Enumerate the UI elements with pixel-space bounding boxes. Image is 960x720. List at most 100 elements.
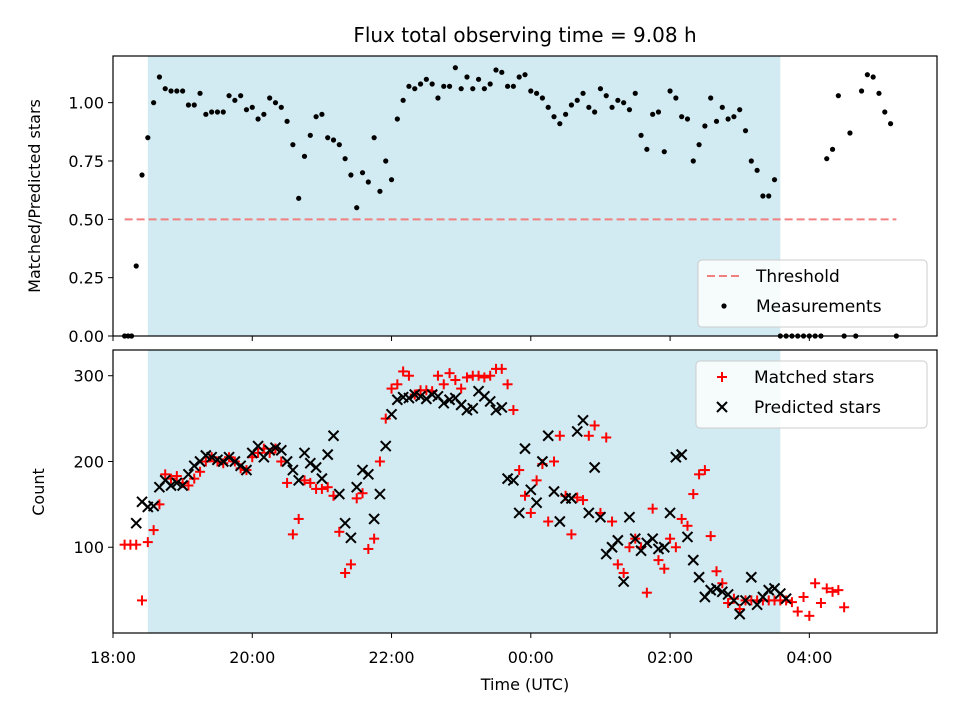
cross-stroke-b <box>646 532 659 545</box>
measurement-point <box>470 86 476 92</box>
matched-star-point <box>299 475 310 486</box>
predicted-star-point <box>594 511 607 523</box>
predicted-star-point <box>403 392 415 404</box>
cross-stroke-b <box>635 544 647 557</box>
matched-star-point <box>189 473 200 484</box>
predicted-star-point <box>229 455 241 468</box>
cross-stroke-b <box>536 455 549 468</box>
measurement-point <box>145 135 151 141</box>
measurement-point <box>359 170 366 176</box>
cross-stroke-b <box>577 414 589 427</box>
predicted-star-point <box>467 402 479 415</box>
predicted-star-point <box>536 455 549 468</box>
predicted-star-point <box>176 479 189 492</box>
measurement-point <box>603 93 609 99</box>
cross-stroke-b <box>768 582 781 595</box>
predicted-star-point <box>507 474 520 487</box>
x-tick-label: 00:00 <box>508 648 554 667</box>
predicted-star-point <box>571 425 583 438</box>
matched-star-point <box>212 456 223 467</box>
matched-star-point <box>316 483 327 494</box>
cross-stroke-b <box>467 402 479 415</box>
measurement-point <box>557 121 563 127</box>
predicted-star-point <box>745 571 758 583</box>
predicted-star-point <box>304 457 317 469</box>
x-tick-label: 20:00 <box>229 648 275 667</box>
matched-star-point <box>810 578 821 589</box>
matched-star-point <box>717 578 728 589</box>
measurement-point <box>493 67 499 73</box>
matched-star-point <box>694 469 705 480</box>
cross-stroke-b <box>217 455 229 468</box>
cross-stroke-b <box>240 464 253 476</box>
measurement-point <box>133 263 139 269</box>
measurement-point <box>661 149 667 155</box>
measurement-point <box>243 107 250 113</box>
cross-stroke-b <box>281 455 293 468</box>
matched-star-point <box>821 583 832 594</box>
matched-star-point <box>171 471 182 482</box>
predicted-star-point <box>356 464 369 476</box>
measurement-point <box>371 135 377 141</box>
predicted-star-point <box>345 532 357 544</box>
cross-stroke-b <box>420 393 433 405</box>
cross-stroke-b <box>617 575 630 588</box>
measurement-point <box>354 205 360 211</box>
bottom-y-tick-label: 300 <box>73 367 104 386</box>
measurement-point <box>249 104 255 110</box>
predicted-star-point <box>205 451 218 463</box>
measurement-point <box>197 90 203 96</box>
measurement-point <box>655 109 662 115</box>
matched-star-point <box>160 469 171 480</box>
predicted-star-point <box>670 451 682 463</box>
cross-stroke-b <box>345 532 357 544</box>
predicted-star-point <box>693 571 705 583</box>
measurement-point <box>156 74 163 80</box>
matched-star-point <box>183 480 194 491</box>
measurement-point <box>510 83 516 89</box>
cross-stroke-b <box>629 532 641 545</box>
cross-stroke-b <box>472 385 485 397</box>
top-y-tick-label: 0.00 <box>68 327 104 346</box>
measurement-point <box>568 102 575 108</box>
predicted-star-point <box>240 464 253 476</box>
measurement-point <box>325 135 331 141</box>
matched-star-point <box>195 466 206 477</box>
predicted-star-point <box>490 404 502 416</box>
matched-star-point <box>345 559 356 570</box>
predicted-star-point <box>263 444 276 457</box>
matched-star-point <box>131 539 142 550</box>
predicted-star-point <box>351 481 363 493</box>
cross-stroke-b <box>252 440 264 452</box>
matched-star-point <box>699 465 710 476</box>
predicted-star-point <box>617 575 630 588</box>
matched-star-point <box>508 405 519 416</box>
matched-star-point <box>839 602 850 613</box>
cross-stroke-b <box>710 582 723 595</box>
predicted-star-point <box>681 531 694 543</box>
bottom-panel: Count Time (UTC) 100 200 300 18:00 20:00 22:0… <box>29 349 938 694</box>
measurement-point <box>708 95 714 101</box>
cross-stroke-b <box>641 537 653 549</box>
predicted-star-point <box>588 461 601 474</box>
measurement-point <box>545 104 551 110</box>
predicted-star-point <box>165 479 177 492</box>
matched-star-point <box>647 503 658 514</box>
matched-star-point <box>253 447 264 458</box>
top-axes-frame <box>112 55 938 337</box>
cross-stroke-b <box>391 394 404 406</box>
measurement-point <box>417 81 424 87</box>
measurement-point <box>737 107 743 113</box>
x-tick-label: 02:00 <box>647 648 693 667</box>
measurement-point <box>423 76 429 82</box>
predicted-star-point <box>780 592 792 605</box>
matched-star-point <box>549 456 560 467</box>
cross-stroke-b <box>490 404 502 416</box>
cross-stroke-b <box>165 479 177 492</box>
cross-stroke-b <box>675 448 688 461</box>
cross-stroke-b <box>403 392 415 404</box>
matched-star-point <box>589 420 600 431</box>
cross-stroke-b <box>681 531 694 543</box>
predicted-star-point <box>374 488 386 500</box>
measurement-point <box>504 83 511 89</box>
